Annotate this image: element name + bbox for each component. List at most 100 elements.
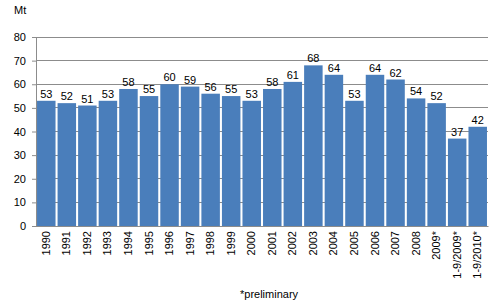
- data-label: 60: [163, 71, 175, 83]
- x-tick: 2006: [369, 231, 381, 255]
- data-label: 56: [205, 81, 217, 93]
- y-tick-mark: [32, 202, 36, 203]
- data-label: 62: [389, 67, 401, 79]
- bar: [99, 101, 117, 226]
- bar: [242, 101, 260, 226]
- x-tick-label: 1992: [81, 231, 93, 255]
- data-label: 59: [184, 74, 196, 86]
- x-tick: 1-9/2010*: [471, 230, 483, 278]
- bar: [119, 89, 137, 226]
- x-tick-label: 2004: [327, 231, 339, 255]
- data-label: 68: [307, 52, 319, 64]
- x-tick: 2003: [307, 231, 319, 255]
- y-tick-mark: [32, 179, 36, 180]
- x-tick-label: 1997: [184, 231, 196, 255]
- x-tick-label: 2008: [410, 231, 422, 255]
- data-label: 55: [143, 83, 155, 95]
- x-tick-label: 1990: [40, 231, 52, 255]
- y-tick: 40: [14, 126, 36, 138]
- data-label: 52: [431, 90, 443, 102]
- x-tick: 1993: [101, 231, 113, 255]
- x-tick-label: 1998: [204, 231, 216, 255]
- y-tick-mark: [32, 226, 36, 227]
- bar: [304, 65, 322, 226]
- y-tick-mark: [32, 108, 36, 109]
- y-tick-label: 10: [14, 196, 26, 208]
- y-tick-mark: [32, 61, 36, 62]
- x-tick: 1991: [60, 231, 72, 255]
- y-tick-mark: [32, 155, 36, 156]
- data-label: 52: [61, 90, 73, 102]
- chart: 0 10 20 30 40 50 60 70 80 1990 1991 1992 1993 1994 199…: [0, 0, 493, 304]
- x-tick: 2007: [389, 231, 401, 255]
- data-label: 61: [287, 69, 299, 81]
- bars: [37, 65, 487, 226]
- bar: [37, 101, 55, 226]
- footnote: *preliminary: [240, 288, 299, 300]
- y-tick-label: 20: [14, 173, 26, 185]
- y-tick: 70: [14, 55, 36, 67]
- data-label: 54: [410, 85, 422, 97]
- x-tick: 1998: [204, 231, 216, 255]
- y-tick-label: 80: [14, 31, 26, 43]
- x-tick: 2005: [348, 231, 360, 255]
- x-tick-label: 2009*: [430, 230, 442, 259]
- y-tick-mark: [32, 37, 36, 38]
- data-label: 53: [246, 88, 258, 100]
- y-tick-mark: [32, 132, 36, 133]
- y-tick-label: 40: [14, 126, 26, 138]
- x-tick: 2008: [410, 231, 422, 255]
- x-tick-label: 1995: [143, 231, 155, 255]
- bar: [386, 80, 404, 226]
- x-tick-label: 2005: [348, 231, 360, 255]
- y-tick: 10: [14, 196, 36, 208]
- y-tick-label: 60: [14, 78, 26, 90]
- x-tick: 2000: [245, 231, 257, 255]
- y-tick: 20: [14, 173, 36, 185]
- data-label: 58: [122, 76, 134, 88]
- y-tick-label: 30: [14, 149, 26, 161]
- bar: [222, 96, 240, 226]
- y-tick-label: 70: [14, 55, 26, 67]
- bar: [427, 103, 445, 226]
- bar: [160, 84, 178, 226]
- x-tick-label: 1993: [101, 231, 113, 255]
- x-tick-label: 1991: [60, 231, 72, 255]
- data-label: 64: [328, 62, 340, 74]
- x-tick-label: 1-9/2009*: [451, 230, 463, 278]
- bar: [366, 75, 384, 226]
- x-tick-label: 2006: [369, 231, 381, 255]
- bar: [407, 98, 425, 226]
- x-tick: 1995: [143, 231, 155, 255]
- x-tick: 1999: [225, 231, 237, 255]
- bar: [78, 106, 96, 226]
- y-tick: 0: [20, 220, 36, 232]
- x-tick: 1992: [81, 231, 93, 255]
- bar: [58, 103, 76, 226]
- grid: [36, 37, 488, 226]
- bar: [448, 139, 466, 226]
- x-tick-label: 2002: [286, 231, 298, 255]
- data-label: 58: [266, 76, 278, 88]
- x-tick: 2001: [266, 231, 278, 255]
- y-axis-title: Mt: [14, 4, 26, 16]
- data-label: 51: [81, 93, 93, 105]
- y-axis-line: [32, 38, 37, 227]
- data-label: 53: [102, 88, 114, 100]
- x-tick-label: 2003: [307, 231, 319, 255]
- grid-line: [36, 37, 488, 38]
- x-tick: 2002: [286, 231, 298, 255]
- y-tick-label: 50: [14, 102, 26, 114]
- y-tick-label: 0: [20, 220, 26, 232]
- bar: [345, 101, 363, 226]
- y-tick: 50: [14, 102, 36, 114]
- bar: [284, 82, 302, 226]
- bar: [181, 87, 199, 226]
- y-tick-mark: [32, 84, 36, 85]
- x-tick-label: 1996: [163, 231, 175, 255]
- x-tick: 1990: [40, 231, 52, 255]
- x-tick-label: 2001: [266, 231, 278, 255]
- data-label: 42: [472, 114, 484, 126]
- x-tick-label: 1994: [122, 231, 134, 255]
- x-tick: 2004: [327, 231, 339, 255]
